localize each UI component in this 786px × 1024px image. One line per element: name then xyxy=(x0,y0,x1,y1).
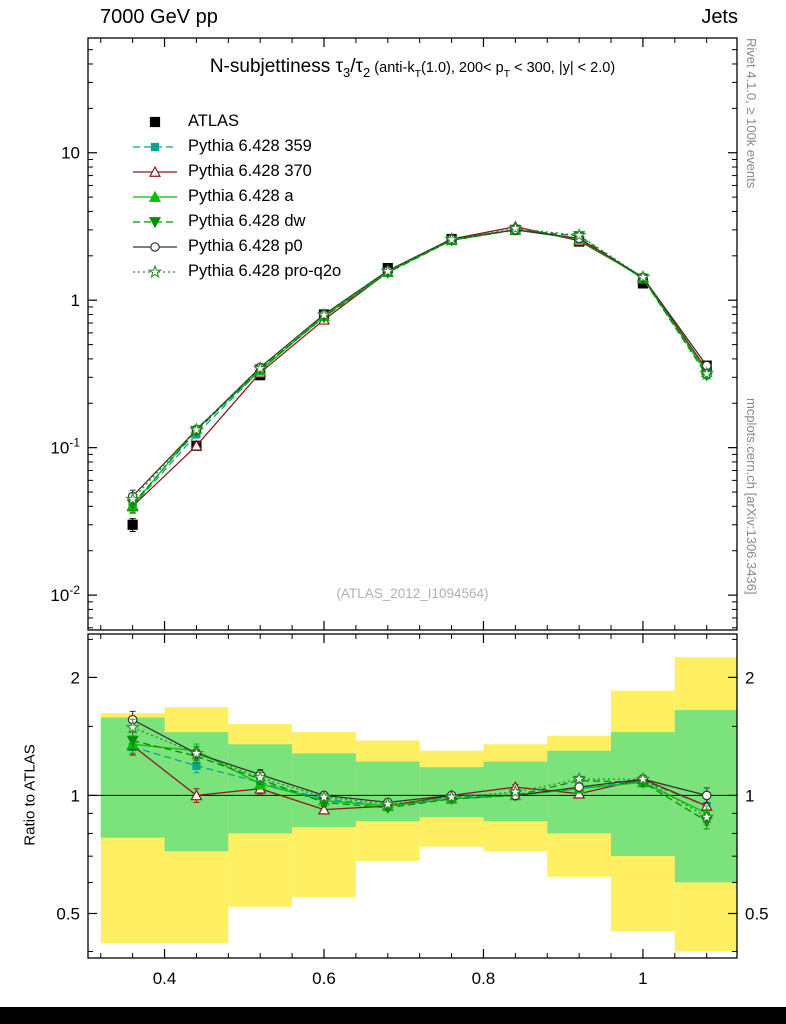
plot-title-part: (anti-k xyxy=(370,60,415,76)
plot-title-part: N-subjettiness xyxy=(209,56,336,77)
plot-title-part: < 300, |y| < 2.0) xyxy=(510,60,616,76)
ratio-ytick-label-right: 1 xyxy=(745,786,754,805)
plot-title-part: τ xyxy=(335,56,344,77)
legend-item-pythia-6-428-a: Pythia 6.428 a xyxy=(132,184,341,209)
plot-title: N-subjettiness τ3/τ2 (anti-kT(1.0), 200<… xyxy=(88,56,737,80)
plot-title-part: T xyxy=(503,68,511,80)
main-ytick-label: 10-2 xyxy=(50,583,80,605)
footer-bar xyxy=(0,1007,786,1024)
legend-item-pythia-6-428-359: Pythia 6.428 359 xyxy=(132,134,341,159)
legend-label: ATLAS xyxy=(188,112,240,130)
legend-marker-triangle-up-icon xyxy=(133,165,177,177)
main-ytick-label: 1 xyxy=(71,291,80,310)
legend-marker-triangle-down-icon xyxy=(133,216,177,228)
legend-marker-square-icon xyxy=(149,116,161,127)
ratio-ytick-label-left: 1 xyxy=(71,786,80,805)
legend-label: Pythia 6.428 dw xyxy=(188,212,306,230)
legend-label: Pythia 6.428 p0 xyxy=(188,237,303,255)
ratio-ytick-label-right: 2 xyxy=(745,668,754,687)
main-panel-frame xyxy=(87,37,738,631)
legend-item-atlas: ATLAS xyxy=(132,109,341,134)
beam-energy-label: 7000 GeV pp xyxy=(100,6,218,28)
legend-marker-square-icon xyxy=(133,142,177,151)
analysis-id-watermark: (ATLAS_2012_I1094564) xyxy=(336,586,489,601)
data-uncertainty-stat xyxy=(611,732,675,857)
ratio-ytick-label-left: 0.5 xyxy=(56,904,80,923)
ratio-axis-label: Ratio to ATLAS xyxy=(21,744,39,846)
rivet-version-label: Rivet 4.1.0, ≥ 100k events xyxy=(744,38,759,189)
plot-title-part: τ xyxy=(355,56,364,77)
xtick-label: 0.8 xyxy=(472,969,496,988)
legend-marker-star-icon xyxy=(133,263,177,278)
legend-item-pythia-6-428-370: Pythia 6.428 370 xyxy=(132,159,341,184)
legend-item-pythia-6-428-p0: Pythia 6.428 p0 xyxy=(132,234,341,259)
legend-label: Pythia 6.428 pro-q2o xyxy=(188,262,342,280)
main-ytick-label: 10-1 xyxy=(50,436,80,458)
mcplots-arxiv-label: mcplots.cern.ch [arXiv:1306.3436] xyxy=(744,398,759,595)
xtick-label: 0.6 xyxy=(312,969,336,988)
analysis-category-label: Jets xyxy=(701,6,738,28)
legend-label: Pythia 6.428 a xyxy=(188,187,294,205)
legend-marker-triangle-up-icon xyxy=(133,190,177,202)
main-ytick-label: 10 xyxy=(61,144,80,163)
plot-title-part: 3 xyxy=(343,65,351,80)
plot-title-part: T xyxy=(414,68,422,80)
plot-title-part: (1.0), 200< p xyxy=(421,60,504,76)
legend: ATLAS Pythia 6.428 359 Pythia 6.428 370 Pyt… xyxy=(132,109,341,284)
legend-item-pythia-6-428-dw: Pythia 6.428 dw xyxy=(132,209,341,234)
legend-label: Pythia 6.428 370 xyxy=(188,162,312,180)
legend-label: Pythia 6.428 359 xyxy=(188,137,312,155)
legend-marker-circle-icon xyxy=(133,241,177,252)
ratio-ytick-label-right: 0.5 xyxy=(745,904,769,923)
xtick-label: 0.4 xyxy=(153,969,177,988)
plot-title-part: 2 xyxy=(363,65,371,80)
legend-item-pythia-6-428-pro-q2o: Pythia 6.428 pro-q2o xyxy=(132,259,341,284)
ratio-ytick-label-left: 2 xyxy=(71,668,80,687)
plot-title-part: / xyxy=(350,56,356,77)
xtick-label: 1 xyxy=(638,969,647,988)
